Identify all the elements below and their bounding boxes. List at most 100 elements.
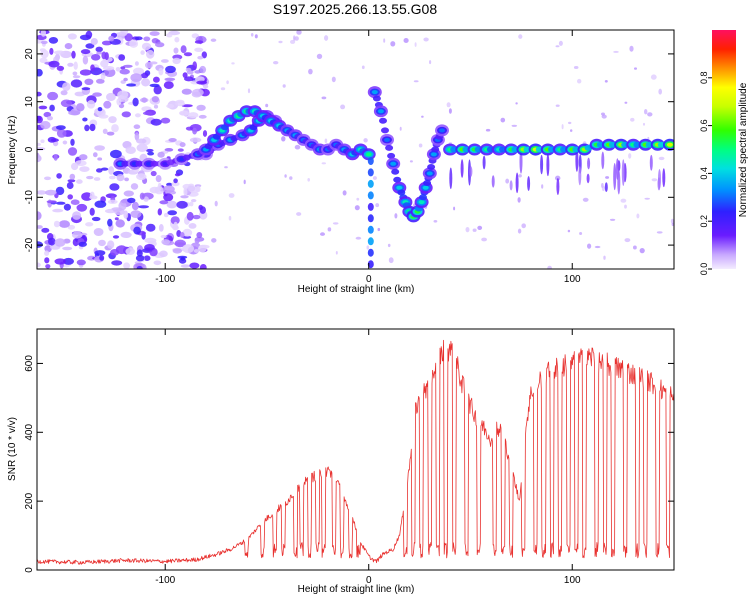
spectrogram-noise-blob bbox=[145, 148, 154, 153]
spectrogram-faint-speck bbox=[634, 67, 637, 70]
spectrogram-noise-blob bbox=[129, 39, 139, 48]
spectrogram-noise-blob bbox=[101, 51, 107, 60]
spectrogram-faint-speck bbox=[421, 115, 424, 118]
spectrogram-faint-speck bbox=[453, 206, 456, 211]
spectrogram-noise-blob bbox=[37, 91, 42, 97]
spectrogram-marks bbox=[37, 30, 674, 269]
spectrogram-noise-blob bbox=[142, 111, 153, 116]
spectrogram-noise-blob bbox=[143, 255, 151, 261]
spectrogram-noise-blob bbox=[37, 142, 41, 147]
spectrogram-noise-blob bbox=[37, 225, 43, 229]
spectrogram-noise-blob bbox=[109, 175, 116, 180]
spectrogram-noise-blob bbox=[58, 220, 70, 228]
spectrogram-noise-blob bbox=[48, 60, 60, 68]
spectrogram-faint-speck bbox=[639, 248, 645, 254]
spectrogram-faint-speck bbox=[472, 228, 477, 232]
spectrogram-noise-blob bbox=[197, 55, 204, 60]
spectrogram-noise-blob bbox=[40, 49, 49, 59]
spectrogram-faint-speck bbox=[210, 38, 217, 42]
colorbar-axes: 0.0 0.2 0.4 0.6 0.8 bbox=[699, 72, 712, 275]
spectrogram-noise-blob bbox=[121, 200, 128, 204]
spectrogram-noise-blob bbox=[100, 72, 106, 80]
snr-panel: -100 0 100 0 200 400 600 Height of straight li… bbox=[7, 328, 675, 595]
spectrogram-column bbox=[367, 225, 374, 234]
spectrogram-faint-speck bbox=[265, 103, 269, 108]
spectrogram-noise-blob bbox=[182, 72, 188, 78]
spectrogram-noise-blob bbox=[96, 168, 103, 173]
spectrogram-noise-blob bbox=[115, 32, 127, 37]
spectrogram-faint-speck bbox=[601, 185, 605, 192]
spectrogram-noise-blob bbox=[131, 201, 139, 211]
spectrogram-faint-speck bbox=[363, 138, 368, 143]
spectrogram-faint-speck bbox=[609, 218, 616, 221]
spectrogram-faint-speck bbox=[555, 104, 560, 107]
spectrogram-faint-speck bbox=[633, 245, 637, 250]
colorbar-bar bbox=[712, 30, 736, 269]
spectrogram-noise-blob bbox=[62, 140, 68, 145]
colorbar-label: Normalized spectral amplitude bbox=[738, 82, 749, 217]
spectrogram-column bbox=[367, 179, 374, 188]
spectrogram-faint-speck bbox=[658, 88, 662, 95]
spectrogram-noise-blob bbox=[80, 49, 91, 55]
spectrogram-noise-blob bbox=[199, 65, 207, 74]
spectrogram-noise-blob bbox=[202, 84, 209, 89]
spectrogram-faint-speck bbox=[409, 160, 413, 163]
spectrogram-noise-blob bbox=[76, 179, 83, 184]
spectrogram-noise-blob bbox=[81, 87, 91, 91]
spectrogram-noise-blob bbox=[116, 98, 122, 106]
spectrogram-noise-blob bbox=[90, 64, 95, 72]
spectrogram-faint-speck bbox=[658, 156, 665, 161]
spectrogram-streak bbox=[617, 169, 621, 195]
spectrogram-noise-blob bbox=[124, 33, 133, 42]
spectrogram-noise-blob bbox=[71, 50, 76, 59]
spectrogram-column bbox=[367, 214, 374, 223]
spectrogram-noise-blob bbox=[149, 83, 160, 88]
snr-axes: -100 0 100 0 200 400 600 bbox=[24, 329, 674, 586]
spectrogram-noise-blob bbox=[141, 42, 152, 51]
spectrogram-noise-blob bbox=[136, 138, 147, 144]
spectrogram-noise-blob bbox=[110, 149, 122, 159]
spectrogram-faint-speck bbox=[594, 245, 601, 249]
colorbar-tick-label: 0.8 bbox=[699, 72, 709, 85]
spectrogram-noise-blob bbox=[134, 132, 140, 141]
spectrogram-noise-blob bbox=[98, 239, 106, 247]
spectrogram-faint-speck bbox=[511, 124, 518, 127]
spectrogram-noise-blob bbox=[183, 52, 193, 57]
spectrogram-faint-speck bbox=[308, 68, 313, 75]
spectrogram-dip-core bbox=[418, 200, 425, 205]
spectrogram-faint-speck bbox=[354, 205, 360, 211]
spectrogram-noise-blob bbox=[75, 160, 87, 167]
spectrogram-noise-blob bbox=[163, 185, 175, 193]
spectrogram-noise-blob bbox=[109, 183, 120, 191]
spectrogram-streak bbox=[578, 166, 582, 186]
spectrogram-noise-blob bbox=[70, 138, 75, 146]
spectrogram-faint-speck bbox=[643, 122, 645, 126]
spectrogram-noise-blob bbox=[196, 104, 206, 111]
spectrogram-faint-speck bbox=[448, 108, 452, 114]
spectrogram-noise-blob bbox=[95, 46, 103, 53]
spectrogram-noise-blob bbox=[40, 139, 45, 143]
spectrogram-noise-blob bbox=[179, 142, 186, 148]
spectrogram-faint-speck bbox=[294, 144, 301, 150]
spectrogram-noise-blob bbox=[133, 67, 144, 76]
spectrogram-noise-blob bbox=[165, 65, 176, 74]
spectrogram-streak bbox=[469, 166, 473, 177]
spectrogram-noise-blob bbox=[67, 224, 76, 230]
spectrogram-faint-speck bbox=[281, 136, 286, 142]
spectrogram-noise-blob bbox=[37, 154, 42, 163]
spectrogram-noise-blob bbox=[111, 260, 123, 266]
spectrogram-noise-blob bbox=[112, 235, 120, 239]
spectrogram-dip-fill bbox=[423, 180, 432, 186]
spectrogram-noise-blob bbox=[55, 186, 65, 196]
y-tick-label: 0 bbox=[24, 146, 35, 152]
spectrogram-noise-blob bbox=[90, 38, 98, 45]
spectrogram-noise-blob bbox=[43, 111, 52, 118]
spectrogram-noise-blob bbox=[93, 152, 98, 158]
spectrogram-noise-blob bbox=[173, 178, 178, 184]
spectrogram-noise-blob bbox=[98, 114, 109, 119]
spectrogram-dip-fill bbox=[427, 164, 436, 170]
y-tick-label: 600 bbox=[24, 355, 35, 372]
spectrogram-noise-blob bbox=[126, 83, 137, 87]
spectrogram-noise-blob bbox=[120, 231, 132, 238]
spectrogram-faint-speck bbox=[226, 80, 229, 85]
